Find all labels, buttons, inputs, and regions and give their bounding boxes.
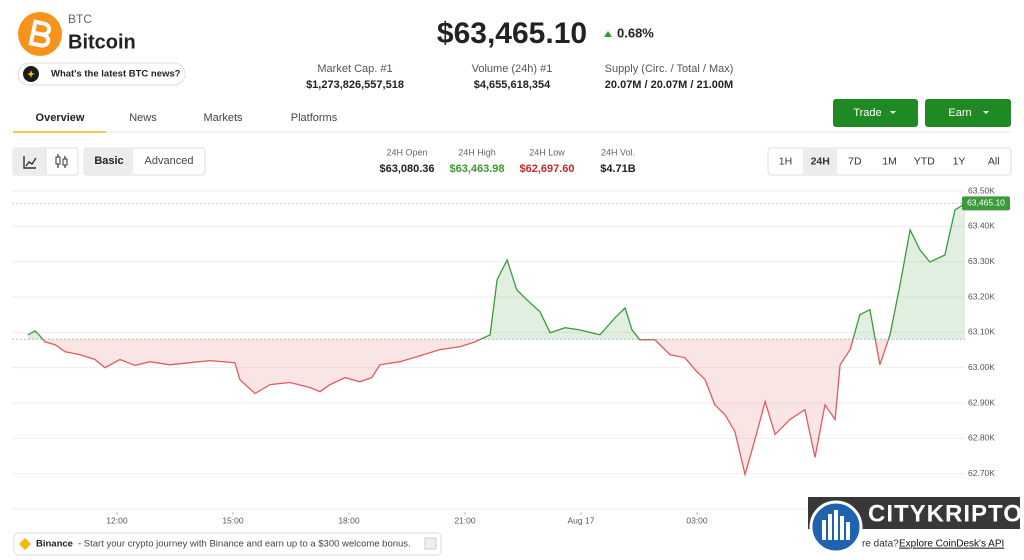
y-tick-label: 63.10K xyxy=(968,327,995,337)
x-tick-label: 12:00 xyxy=(106,515,128,525)
api-text: re data? xyxy=(862,539,899,550)
day-stat-label: 24H Open xyxy=(386,147,427,157)
coin-name: Bitcoin xyxy=(68,31,136,53)
line-type-button[interactable] xyxy=(14,149,46,174)
line-icon xyxy=(23,156,37,169)
tab[interactable]: Overview xyxy=(36,112,85,124)
stat-value: $4,655,618,354 xyxy=(474,79,551,91)
watermark-icon xyxy=(822,510,850,540)
candle-body xyxy=(55,156,61,165)
banner-close[interactable] xyxy=(424,537,437,550)
sparkle xyxy=(27,70,35,78)
stat-value: $1,273,826,557,518 xyxy=(306,79,404,91)
news-button[interactable] xyxy=(17,62,186,86)
last-price-box xyxy=(962,196,1010,211)
caret xyxy=(890,111,896,114)
x-tick-label: 15:00 xyxy=(222,515,244,525)
y-tick-label: 62.70K xyxy=(968,468,995,478)
binance-logo xyxy=(19,538,31,550)
ticker: BTC xyxy=(68,12,92,26)
x-tick-label: 21:00 xyxy=(454,515,476,525)
action-button[interactable] xyxy=(925,99,1011,127)
caret xyxy=(983,111,989,114)
mode-selected xyxy=(85,149,133,174)
range[interactable]: All xyxy=(988,155,1000,167)
day-stat-label: 24H High xyxy=(458,147,496,157)
up-arrow xyxy=(604,31,612,37)
tab[interactable]: Markets xyxy=(203,112,243,124)
stat-value: 20.07M / 20.07M / 21.00M xyxy=(605,79,733,91)
x-tick-label: 18:00 xyxy=(338,515,360,525)
action-button[interactable] xyxy=(833,99,918,127)
price-chart: 62.60K62.70K62.80K62.90K63.00K63.10K63.2… xyxy=(12,185,1010,525)
day-stat-value: $4.71B xyxy=(600,163,636,175)
news-label: What's the latest BTC news? xyxy=(51,69,181,80)
price-change: 0.68% xyxy=(617,25,654,40)
stat-label: Supply (Circ. / Total / Max) xyxy=(605,63,734,75)
y-tick-label: 63.00K xyxy=(968,362,995,372)
stat-label: Volume (24h) #1 xyxy=(472,63,553,75)
button-label: Earn xyxy=(948,107,971,119)
stat-label: Market Cap. #1 xyxy=(317,63,392,75)
day-stat-value: $63,080.36 xyxy=(379,163,434,175)
api-link[interactable]: Explore CoinDesk's API xyxy=(899,539,1004,550)
day-stat-value: $62,697.60 xyxy=(519,163,574,175)
day-stat-label: 24H Vol. xyxy=(601,147,635,157)
x-tick-label: Aug 17 xyxy=(568,515,595,525)
y-tick-label: 63.20K xyxy=(968,291,995,301)
y-tick-label: 63.50K xyxy=(968,185,995,195)
button-label: Trade xyxy=(853,107,881,119)
btc-icon xyxy=(28,19,52,48)
x-tick-label: 03:00 xyxy=(686,515,708,525)
range-selected xyxy=(803,149,837,174)
ui: Market Cap. #1 $1,273,826,557,518 Volume (… xyxy=(36,63,1011,175)
tab[interactable]: News xyxy=(129,112,157,124)
tab[interactable]: Platforms xyxy=(291,112,338,124)
range[interactable]: 7D xyxy=(848,155,862,167)
y-tick-label: 63.30K xyxy=(968,256,995,266)
last-price-label: 63,465.10 xyxy=(967,198,1005,208)
mode[interactable]: Basic xyxy=(94,155,123,167)
range[interactable]: 1M xyxy=(882,155,897,167)
banner-brand: Binance xyxy=(36,539,73,550)
range[interactable]: 1Y xyxy=(953,155,966,167)
y-tick-label: 63.40K xyxy=(968,221,995,231)
range[interactable]: 1H xyxy=(779,155,792,167)
banner[interactable] xyxy=(13,532,442,556)
range[interactable]: YTD xyxy=(914,155,935,167)
mode[interactable]: Advanced xyxy=(145,155,194,167)
candle-body xyxy=(62,158,68,166)
range[interactable]: 24H xyxy=(811,155,830,167)
price: $63,465.10 xyxy=(437,17,587,50)
day-stat-value: $63,463.98 xyxy=(449,163,504,175)
y-tick-label: 62.80K xyxy=(968,433,995,443)
day-stat-label: 24H Low xyxy=(529,147,565,157)
watermark: CITYKRIPTO xyxy=(868,500,1023,527)
banner-text: - Start your crypto journey with Binance… xyxy=(78,539,411,550)
y-tick-label: 62.90K xyxy=(968,397,995,407)
price-line xyxy=(27,202,966,477)
